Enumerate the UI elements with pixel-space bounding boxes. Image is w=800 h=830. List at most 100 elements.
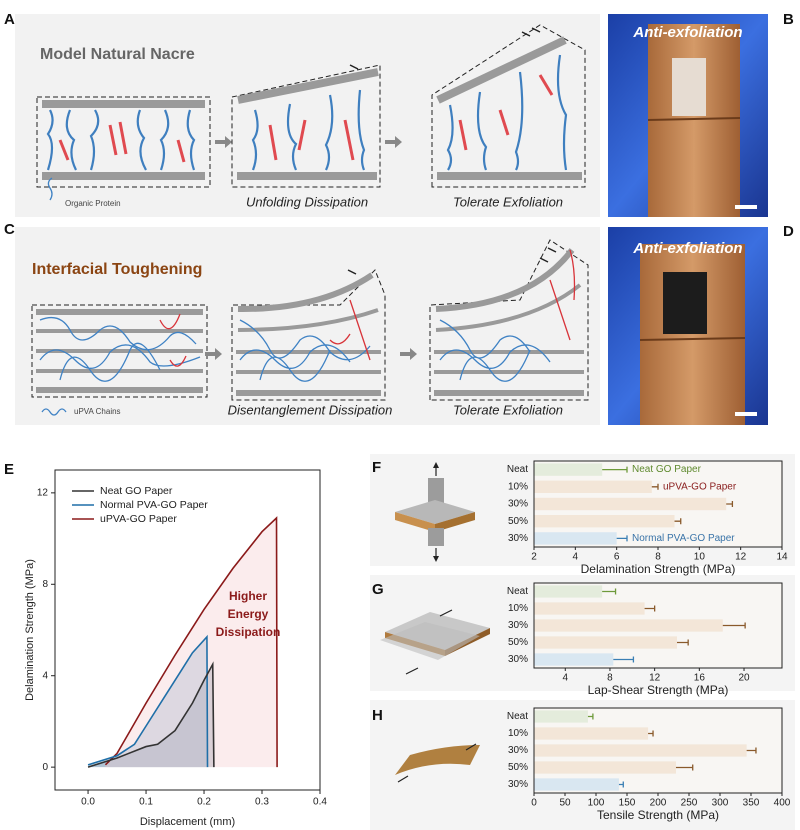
- legend-label: uPVA-GO Paper: [100, 513, 177, 525]
- x-axis-label: Displacement (mm): [140, 816, 235, 828]
- x-tick-label: 16: [694, 673, 706, 684]
- x-tick-label: 12: [649, 673, 661, 684]
- error-bar: [648, 730, 654, 737]
- legend-label: Neat GO Paper: [100, 485, 173, 497]
- bar: [534, 532, 617, 545]
- panel-letter: B: [783, 11, 794, 28]
- x-tick-label: 250: [681, 798, 698, 809]
- category-label: 10%: [508, 603, 528, 614]
- legend-label: Normal PVA-GO Paper: [100, 499, 208, 511]
- annotation: Dissipation: [216, 625, 281, 639]
- bar: [534, 761, 676, 774]
- y-tick-label: 4: [42, 670, 48, 681]
- series-line: [87, 634, 209, 768]
- icon-g: [380, 609, 490, 675]
- bar: [534, 636, 677, 649]
- bar: [534, 727, 649, 740]
- error-bar: [602, 466, 628, 473]
- x-tick-label: 0.0: [81, 797, 95, 808]
- panel-a: A Model Natural Nacre Organic Protein Un…: [4, 11, 600, 217]
- bar: [534, 463, 603, 476]
- error-bar: [722, 622, 746, 629]
- y-tick-label: 12: [37, 487, 49, 498]
- panel-d: D Anti-exfoliation: [608, 223, 794, 425]
- series-line: [87, 661, 215, 768]
- bar: [534, 778, 619, 791]
- y-axis-label: Delamination Strength (MPa): [24, 559, 36, 701]
- x-tick-label: 2: [531, 552, 537, 563]
- error-bar: [618, 781, 624, 788]
- x-tick-label: 50: [559, 798, 571, 809]
- area-fill: [105, 518, 278, 768]
- error-bar: [726, 501, 734, 507]
- panel-c: C Interfacial Toughening uPVA Chains D: [4, 221, 600, 425]
- category-label: 50%: [508, 637, 528, 648]
- x-tick-label: 200: [650, 798, 667, 809]
- category-label: Neat: [507, 586, 528, 597]
- x-tick-label: 300: [712, 798, 729, 809]
- category-label: 30%: [508, 654, 528, 665]
- schematic: [36, 24, 586, 201]
- x-tick-label: 400: [774, 798, 791, 809]
- x-tick-label: 4: [562, 673, 568, 684]
- category-label: 10%: [508, 728, 528, 739]
- panel-title: Model Natural Nacre: [40, 46, 195, 63]
- x-tick-label: 0: [531, 798, 537, 809]
- legend-label: uPVA Chains: [74, 407, 121, 416]
- category-label: 10%: [508, 481, 528, 492]
- category-label: 30%: [508, 620, 528, 631]
- area-fill: [88, 636, 208, 768]
- bar: [534, 619, 723, 632]
- panel-letter: D: [783, 223, 794, 240]
- category-label: Neat: [507, 711, 528, 722]
- error-bar: [674, 518, 682, 525]
- bar-annotation: uPVA-GO Paper: [663, 481, 737, 492]
- x-tick-label: 0.2: [197, 797, 211, 808]
- area-fill: [88, 664, 214, 768]
- error-bar: [602, 588, 617, 595]
- x-tick-label: 0.3: [255, 797, 269, 808]
- panel-letter: H: [372, 707, 383, 724]
- x-tick-label: 0.1: [139, 797, 153, 808]
- bar-annotation: Neat GO Paper: [632, 464, 702, 475]
- panel-letter: A: [4, 11, 15, 28]
- x-axis-label: Tensile Strength (MPa): [597, 808, 719, 822]
- category-label: 30%: [508, 745, 528, 756]
- annotation: Energy: [228, 607, 269, 621]
- panel-title: Interfacial Toughening: [32, 261, 202, 278]
- error-bar: [587, 713, 594, 720]
- photo-sample: [640, 244, 745, 425]
- plot-frame: [54, 469, 321, 791]
- bar: [534, 497, 727, 511]
- bar: [534, 602, 645, 615]
- x-tick-label: 12: [735, 552, 747, 563]
- x-tick-label: 10: [694, 552, 706, 563]
- legend-label: Organic Protein: [65, 199, 121, 208]
- bar: [534, 480, 652, 493]
- category-label: 30%: [508, 499, 528, 510]
- bar: [534, 585, 603, 598]
- y-tick-label: 8: [42, 579, 48, 590]
- error-bar: [616, 535, 628, 542]
- error-bar: [676, 639, 689, 646]
- photo-label: Anti-exfoliation: [632, 240, 742, 257]
- category-label: 50%: [508, 762, 528, 773]
- category-label: Neat: [507, 464, 528, 475]
- y-tick-label: 0: [42, 762, 48, 773]
- icon-h: [395, 743, 480, 783]
- panel-letter: E: [4, 461, 14, 478]
- x-tick-label: 8: [655, 552, 661, 563]
- x-axis-label: Lap-Shear Strength (MPa): [588, 683, 729, 697]
- error-bar: [651, 483, 659, 490]
- panel-b: B Anti-exfoliation: [608, 11, 794, 217]
- x-tick-label: 350: [743, 798, 760, 809]
- x-tick-label: 0.4: [313, 797, 327, 808]
- error-bar: [746, 747, 757, 754]
- icon-f: [395, 462, 475, 562]
- error-bar: [613, 656, 635, 663]
- x-axis-label: Delamination Strength (MPa): [581, 562, 736, 576]
- x-tick-label: 100: [588, 798, 605, 809]
- x-tick-label: 4: [573, 552, 579, 563]
- step-caption: Disentanglement Dissipation: [228, 402, 393, 417]
